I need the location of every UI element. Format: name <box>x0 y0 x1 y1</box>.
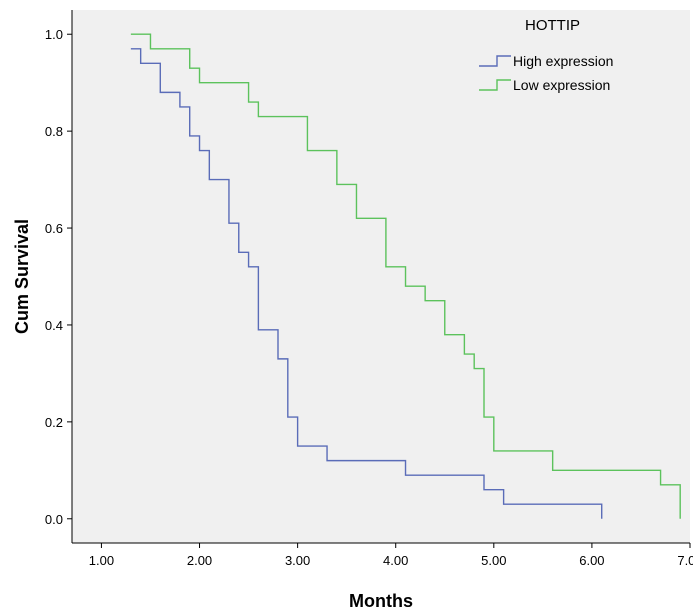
x-tick-label: 5.00 <box>481 553 506 568</box>
series-line-high-expression <box>130 48 603 519</box>
x-axis-title: Months <box>349 591 413 611</box>
series-line-low-expression <box>130 33 681 519</box>
series-layer <box>130 33 681 519</box>
legend-label-low-expression: Low expression <box>513 77 610 93</box>
y-tick-label: 0.6 <box>45 221 63 236</box>
x-tick-label: 1.00 <box>89 553 114 568</box>
legend: HOTTIP High expression Low expression <box>479 17 613 93</box>
y-tick-label: 1.0 <box>45 27 63 42</box>
x-tick-label: 7.00 <box>677 553 693 568</box>
x-tick-label: 4.00 <box>383 553 408 568</box>
y-tick-label: 0.4 <box>45 318 63 333</box>
x-axis-ticks: 1.00 2.00 3.00 4.00 5.00 6.00 7.00 <box>89 543 693 568</box>
legend-swatch-high-expression <box>479 55 511 67</box>
y-axis-title: Cum Survival <box>12 219 32 334</box>
plot-area <box>72 10 690 543</box>
x-tick-label: 3.00 <box>285 553 310 568</box>
axes <box>71 10 690 544</box>
y-tick-label: 0.0 <box>45 512 63 527</box>
x-tick-label: 2.00 <box>187 553 212 568</box>
x-tick-label: 6.00 <box>579 553 604 568</box>
y-axis-ticks: 0.0 0.2 0.4 0.6 0.8 1.0 <box>45 27 72 527</box>
legend-label-high-expression: High expression <box>513 53 613 69</box>
legend-title: HOTTIP <box>525 17 580 34</box>
y-tick-label: 0.2 <box>45 415 63 430</box>
y-tick-label: 0.8 <box>45 124 63 139</box>
legend-swatch-low-expression <box>479 79 511 91</box>
